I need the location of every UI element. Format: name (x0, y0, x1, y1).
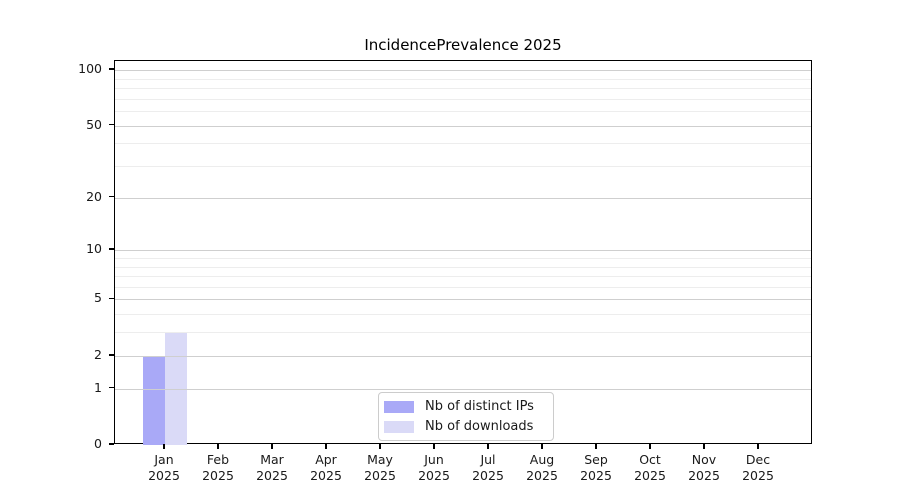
x-tick-mark (487, 444, 489, 449)
x-tick-mark (217, 444, 219, 449)
x-tick-label: Oct 2025 (623, 452, 677, 484)
y-tick-mark (109, 195, 114, 198)
x-tick-mark (595, 444, 597, 449)
y-tick-mark (109, 443, 114, 445)
gridline-minor (115, 257, 811, 259)
y-tick-label: 100 (78, 61, 102, 77)
gridline-major (115, 388, 811, 390)
x-tick-mark (757, 444, 759, 449)
gridline-minor (115, 166, 811, 168)
gridline-major (115, 70, 811, 72)
x-tick-label: Feb 2025 (191, 452, 245, 484)
gridline-major (115, 125, 811, 127)
x-tick-year: 2025 (148, 468, 180, 483)
x-tick-year: 2025 (310, 468, 342, 483)
gridline-minor (115, 286, 811, 288)
y-tick-mark (109, 68, 114, 70)
gridline-minor (115, 276, 811, 278)
x-tick-year: 2025 (580, 468, 612, 483)
x-tick-label: May 2025 (353, 452, 407, 484)
x-tick-month: Apr (315, 452, 337, 467)
x-tick-month: Feb (206, 452, 230, 467)
gridline-minor (115, 88, 811, 90)
y-tick-label: 50 (86, 116, 102, 132)
y-tick-mark (109, 248, 114, 250)
x-tick-label: Nov 2025 (677, 452, 731, 484)
x-tick-month: Jan (154, 452, 174, 467)
legend-swatch (384, 420, 414, 433)
x-tick-month: Mar (260, 452, 284, 467)
y-tick-mark (109, 123, 114, 126)
plot-area (114, 60, 812, 445)
gridline-major (115, 197, 811, 199)
x-tick-year: 2025 (526, 468, 558, 483)
y-tick-mark (109, 386, 114, 389)
x-tick-month: Jul (480, 452, 496, 467)
x-tick-mark (379, 444, 381, 449)
y-tick-mark (109, 297, 114, 300)
x-tick-mark (325, 444, 327, 449)
x-tick-label: Apr 2025 (299, 452, 353, 484)
x-tick-month: Sep (584, 452, 608, 467)
gridline-minor (115, 78, 811, 80)
x-tick-month: Jun (424, 452, 444, 467)
gridline-minor (115, 266, 811, 268)
x-tick-label: Sep 2025 (569, 452, 623, 484)
x-tick-label: Dec 2025 (731, 452, 785, 484)
x-tick-year: 2025 (256, 468, 288, 483)
y-tick-label: 1 (94, 379, 102, 395)
gridline-major (115, 299, 811, 301)
x-tick-label: Aug 2025 (515, 452, 569, 484)
chart-title: IncidencePrevalence 2025 (364, 36, 562, 54)
x-tick-month: Nov (691, 452, 717, 467)
bar-distinct-ips (143, 355, 165, 445)
legend-item: Nb of distinct IPs (384, 398, 547, 415)
x-tick-label: Jul 2025 (461, 452, 515, 484)
x-tick-year: 2025 (202, 468, 234, 483)
x-tick-year: 2025 (742, 468, 774, 483)
x-tick-year: 2025 (364, 468, 396, 483)
x-tick-year: 2025 (634, 468, 666, 483)
y-tick-label: 0 (94, 436, 102, 451)
x-tick-mark (703, 444, 705, 449)
x-tick-month: May (367, 452, 393, 467)
x-tick-year: 2025 (688, 468, 720, 483)
gridline-minor (115, 314, 811, 316)
gridline-major (115, 250, 811, 252)
x-tick-mark (433, 444, 435, 449)
x-tick-year: 2025 (472, 468, 504, 483)
legend-label: Nb of distinct IPs (425, 399, 534, 414)
gridline-minor (115, 111, 811, 113)
y-tick-label: 2 (94, 346, 102, 362)
x-tick-mark (649, 444, 651, 449)
y-tick-mark (109, 354, 114, 356)
y-tick-label: 20 (86, 188, 102, 204)
x-tick-mark (271, 444, 273, 449)
x-tick-label: Jan 2025 (137, 452, 191, 484)
x-tick-month: Oct (639, 452, 661, 467)
x-tick-month: Dec (745, 452, 771, 467)
legend-swatch (384, 400, 414, 413)
x-tick-label: Mar 2025 (245, 452, 299, 484)
legend-item: Nb of downloads (384, 418, 547, 435)
x-tick-year: 2025 (418, 468, 450, 483)
gridline-major (115, 355, 811, 357)
gridline-minor (115, 332, 811, 334)
x-tick-label: Jun 2025 (407, 452, 461, 484)
x-tick-month: Aug (529, 452, 555, 467)
x-tick-mark (541, 444, 543, 449)
y-tick-label: 5 (94, 290, 102, 306)
legend: Nb of distinct IPs Nb of downloads (378, 392, 554, 441)
legend-label: Nb of downloads (425, 419, 534, 434)
gridline-minor (115, 98, 811, 100)
x-tick-mark (163, 444, 165, 449)
gridline-minor (115, 143, 811, 145)
y-tick-label: 10 (86, 241, 102, 257)
